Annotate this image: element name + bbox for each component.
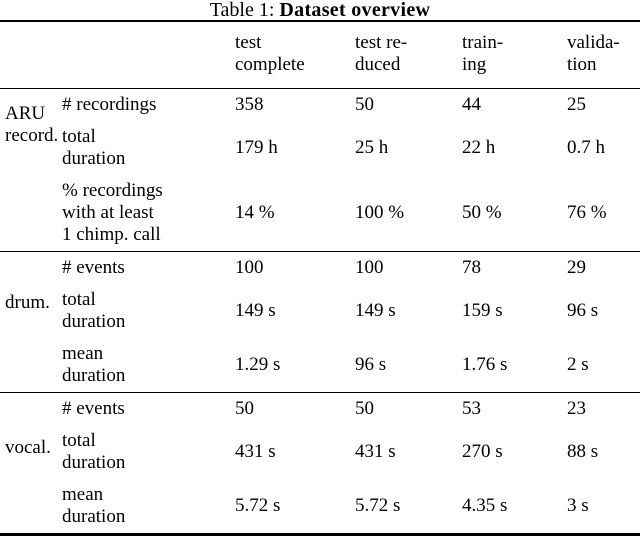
group-drumming: drum. # events 100 100 78 29 total durat… bbox=[0, 251, 640, 393]
row-label: % recordings with at least 1 chimp. call bbox=[62, 180, 163, 245]
row-label: mean duration bbox=[62, 484, 126, 527]
row-label: mean duration bbox=[62, 343, 126, 386]
table-row: % recordings with at least 1 chimp. call… bbox=[0, 175, 640, 252]
group-label-drum: drum. bbox=[5, 292, 50, 313]
cell-value: 4.35 s bbox=[462, 495, 508, 516]
table-caption: Table 1: Dataset overview bbox=[0, 0, 640, 20]
dataset-overview-table: test complete test re- duced train- ing … bbox=[0, 20, 640, 536]
cell-value: 50 % bbox=[462, 202, 502, 223]
group-vocalizations: vocal. # events 50 50 53 23 total durati… bbox=[0, 392, 640, 535]
cell-value: 1.29 s bbox=[235, 354, 281, 375]
cell-value: 1.76 s bbox=[462, 354, 508, 375]
column-header-test-reduced: test re- duced bbox=[355, 32, 408, 75]
cell-value: 149 s bbox=[235, 300, 276, 321]
table-row: total duration 149 s 149 s 159 s 96 s bbox=[0, 284, 640, 338]
cell-value: 2 s bbox=[567, 354, 589, 375]
cell-value: 270 s bbox=[462, 441, 503, 462]
table-row: total duration 179 h 25 h 22 h 0.7 h bbox=[0, 121, 640, 175]
table-row: vocal. # events 50 50 53 23 bbox=[0, 393, 640, 458]
header-row: test complete test re- duced train- ing … bbox=[0, 21, 640, 89]
row-label: total duration bbox=[62, 289, 126, 332]
cell-value: 5.72 s bbox=[235, 495, 281, 516]
group-aru-recordings: ARU record. # recordings 358 50 44 25 to… bbox=[0, 88, 640, 252]
cell-value: 179 h bbox=[235, 137, 278, 158]
cell-value: 23 bbox=[567, 398, 586, 419]
column-header-validation: valida- tion bbox=[567, 32, 620, 75]
row-label: total duration bbox=[62, 430, 126, 473]
cell-value: 78 bbox=[462, 257, 481, 278]
column-header-training: train- ing bbox=[462, 32, 504, 75]
cell-value: 149 s bbox=[355, 300, 396, 321]
group-label-vocal: vocal. bbox=[5, 437, 51, 458]
group-label-aru: ARU record. bbox=[5, 103, 59, 146]
cell-value: 22 h bbox=[462, 137, 496, 158]
cell-value: 44 bbox=[462, 94, 481, 115]
cell-value: 358 bbox=[235, 94, 264, 115]
cell-value: 96 s bbox=[567, 300, 599, 321]
cell-value: 100 bbox=[355, 257, 384, 278]
cell-value: 14 % bbox=[235, 202, 275, 223]
table-row: drum. # events 100 100 78 29 bbox=[0, 252, 640, 313]
table-row: ARU record. # recordings 358 50 44 25 bbox=[0, 89, 640, 146]
cell-value: 53 bbox=[462, 398, 481, 419]
cell-value: 50 bbox=[235, 398, 254, 419]
table-row: mean duration 1.29 s 96 s 1.76 s 2 s bbox=[0, 338, 640, 393]
cell-value: 431 s bbox=[355, 441, 396, 462]
cell-value: 29 bbox=[567, 257, 586, 278]
cell-value: 0.7 h bbox=[567, 137, 605, 158]
caption-title: Dataset overview bbox=[279, 0, 431, 21]
header-spacer bbox=[0, 21, 235, 89]
caption-prefix: Table 1: bbox=[209, 0, 275, 21]
row-label: # recordings bbox=[62, 94, 157, 115]
cell-value: 50 bbox=[355, 94, 374, 115]
cell-value: 431 s bbox=[235, 441, 276, 462]
table-row: mean duration 5.72 s 5.72 s 4.35 s 3 s bbox=[0, 479, 640, 535]
cell-value: 100 % bbox=[355, 202, 405, 223]
row-label: # events bbox=[62, 398, 125, 419]
table-header: test complete test re- duced train- ing … bbox=[0, 21, 640, 89]
cell-value: 5.72 s bbox=[355, 495, 401, 516]
cell-value: 50 bbox=[355, 398, 374, 419]
cell-value: 76 % bbox=[567, 202, 607, 223]
cell-value: 96 s bbox=[355, 354, 387, 375]
cell-value: 3 s bbox=[567, 495, 589, 516]
cell-value: 159 s bbox=[462, 300, 503, 321]
cell-value: 100 bbox=[235, 257, 264, 278]
table-row: total duration 431 s 431 s 270 s 88 s bbox=[0, 425, 640, 479]
cell-value: 25 bbox=[567, 94, 586, 115]
row-label: total duration bbox=[62, 126, 126, 169]
cell-value: 88 s bbox=[567, 441, 599, 462]
column-header-test-complete: test complete bbox=[235, 32, 305, 75]
cell-value: 25 h bbox=[355, 137, 389, 158]
row-label: # events bbox=[62, 257, 125, 278]
